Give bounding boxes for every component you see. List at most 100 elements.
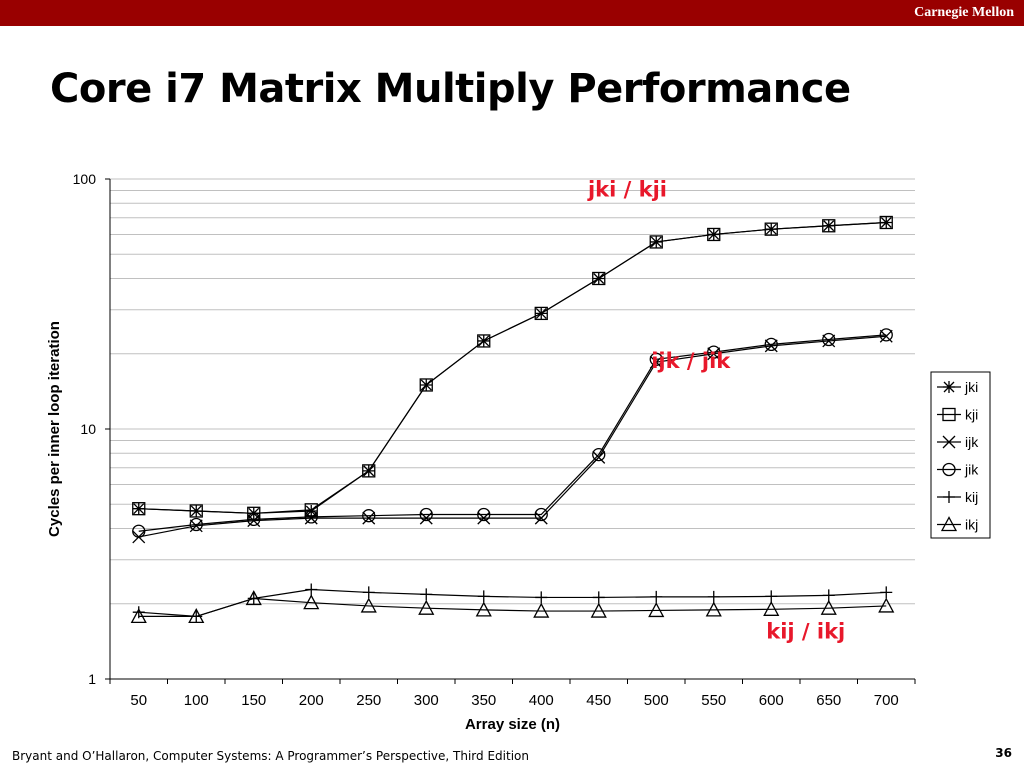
x-tick-label: 400 [529, 692, 554, 709]
data-point-ikj [763, 600, 780, 616]
series-line-jik [138, 334, 887, 532]
legend-label: kji [965, 407, 978, 423]
legend-entry-jik: jik [937, 462, 979, 478]
data-point-kij [765, 590, 778, 603]
legend-label: ikj [965, 517, 978, 533]
series-jik [132, 328, 893, 538]
series-ijk [132, 329, 893, 544]
legend-entry-ijk: ijk [937, 434, 979, 450]
data-point-kij [305, 583, 318, 596]
data-point-kji [534, 306, 548, 321]
data-point-ijk [764, 339, 778, 353]
data-point-kij [592, 591, 605, 604]
page-number: 36 [995, 746, 1012, 760]
data-point-ijk [879, 329, 893, 343]
data-point-kji [362, 464, 376, 478]
x-tick-label: 250 [356, 692, 381, 709]
legend-marker [942, 407, 956, 422]
data-point-ikj [360, 597, 377, 613]
top-bar: Carnegie Mellon [0, 0, 1024, 26]
data-point-kij [477, 590, 490, 603]
data-point-kji [304, 503, 318, 517]
data-point-kij [822, 589, 835, 602]
series-kji [132, 215, 893, 520]
data-point-jik [707, 345, 721, 359]
y-tick-label: 100 [73, 171, 97, 187]
data-point-kji [132, 502, 146, 516]
data-point-ikj [303, 594, 320, 610]
data-point-ikj [878, 597, 895, 613]
x-tick-label: 200 [299, 692, 324, 709]
data-point-jik [534, 507, 548, 522]
series-kij [132, 583, 893, 623]
annotation-label: jki / kji [587, 178, 667, 202]
gridlines [110, 178, 915, 605]
data-point-ikj [130, 608, 147, 624]
x-tick-label: 450 [586, 692, 611, 709]
data-point-kji [764, 222, 778, 236]
data-point-kij [650, 590, 663, 603]
data-point-kji [822, 219, 836, 233]
annotation-label: ijk / jik [651, 349, 731, 373]
data-point-ikj [533, 602, 550, 618]
data-point-kij [420, 588, 433, 601]
data-point-jik [592, 447, 606, 462]
y-tick-label: 10 [80, 421, 96, 437]
data-point-ijk [592, 450, 606, 464]
data-point-jik [362, 509, 376, 523]
x-tick-label: 150 [241, 692, 266, 709]
x-tick-label: 700 [874, 692, 899, 709]
data-point-jik [822, 332, 836, 347]
legend-label: jki [964, 379, 978, 395]
data-point-jik [649, 352, 663, 366]
legend-entry-jki: jki [937, 379, 978, 395]
series-ikj [130, 590, 895, 624]
data-point-ijk [362, 511, 376, 525]
legend-label: kij [965, 489, 978, 505]
data-point-kji [189, 504, 203, 518]
data-point-jik [132, 524, 146, 538]
data-point-kij [707, 590, 720, 603]
slide-title: Core i7 Matrix Multiply Performance [50, 66, 851, 112]
series-line-kji [138, 221, 887, 514]
series-jki [132, 216, 893, 520]
data-point-jik [477, 507, 491, 522]
x-tick-label: 600 [759, 692, 784, 709]
x-tick-label: 300 [414, 692, 439, 709]
annotation-label: kij / ikj [766, 620, 845, 644]
data-point-kji [419, 378, 433, 392]
data-point-kij [362, 586, 375, 599]
legend-label: ijk [965, 434, 979, 450]
legend-label: jik [964, 462, 979, 478]
legend-marker [942, 435, 956, 449]
data-point-kji [707, 227, 721, 242]
data-point-jik [247, 512, 261, 527]
x-tick-label: 650 [816, 692, 841, 709]
data-point-kji [879, 215, 893, 230]
x-tick-label: 500 [644, 692, 669, 709]
series-line-ijk [138, 335, 887, 538]
data-point-ikj [475, 601, 492, 617]
x-tick-label: 50 [130, 692, 147, 709]
legend-marker [940, 516, 958, 532]
data-point-jik [764, 337, 778, 352]
data-point-jik [879, 328, 893, 342]
data-point-jki [880, 216, 893, 229]
legend-entry-ikj: ikj [937, 516, 978, 533]
legend: jki kji ijk jik kij ikj [930, 371, 991, 539]
legend-marker [943, 491, 955, 503]
data-point-ijk [822, 334, 836, 348]
brand-name: Carnegie Mellon [914, 5, 1014, 20]
legend-entry-kij: kij [937, 489, 978, 505]
data-point-ikj [188, 608, 205, 624]
x-tick-label: 550 [701, 692, 726, 709]
data-point-ijk [707, 347, 721, 361]
x-tick-label: 350 [471, 692, 496, 709]
data-point-ikj [245, 590, 262, 606]
data-point-kji [649, 235, 663, 249]
legend-marker [942, 462, 956, 477]
data-point-jik [304, 510, 318, 524]
data-point-ikj [648, 602, 665, 618]
data-point-kji [592, 271, 606, 286]
